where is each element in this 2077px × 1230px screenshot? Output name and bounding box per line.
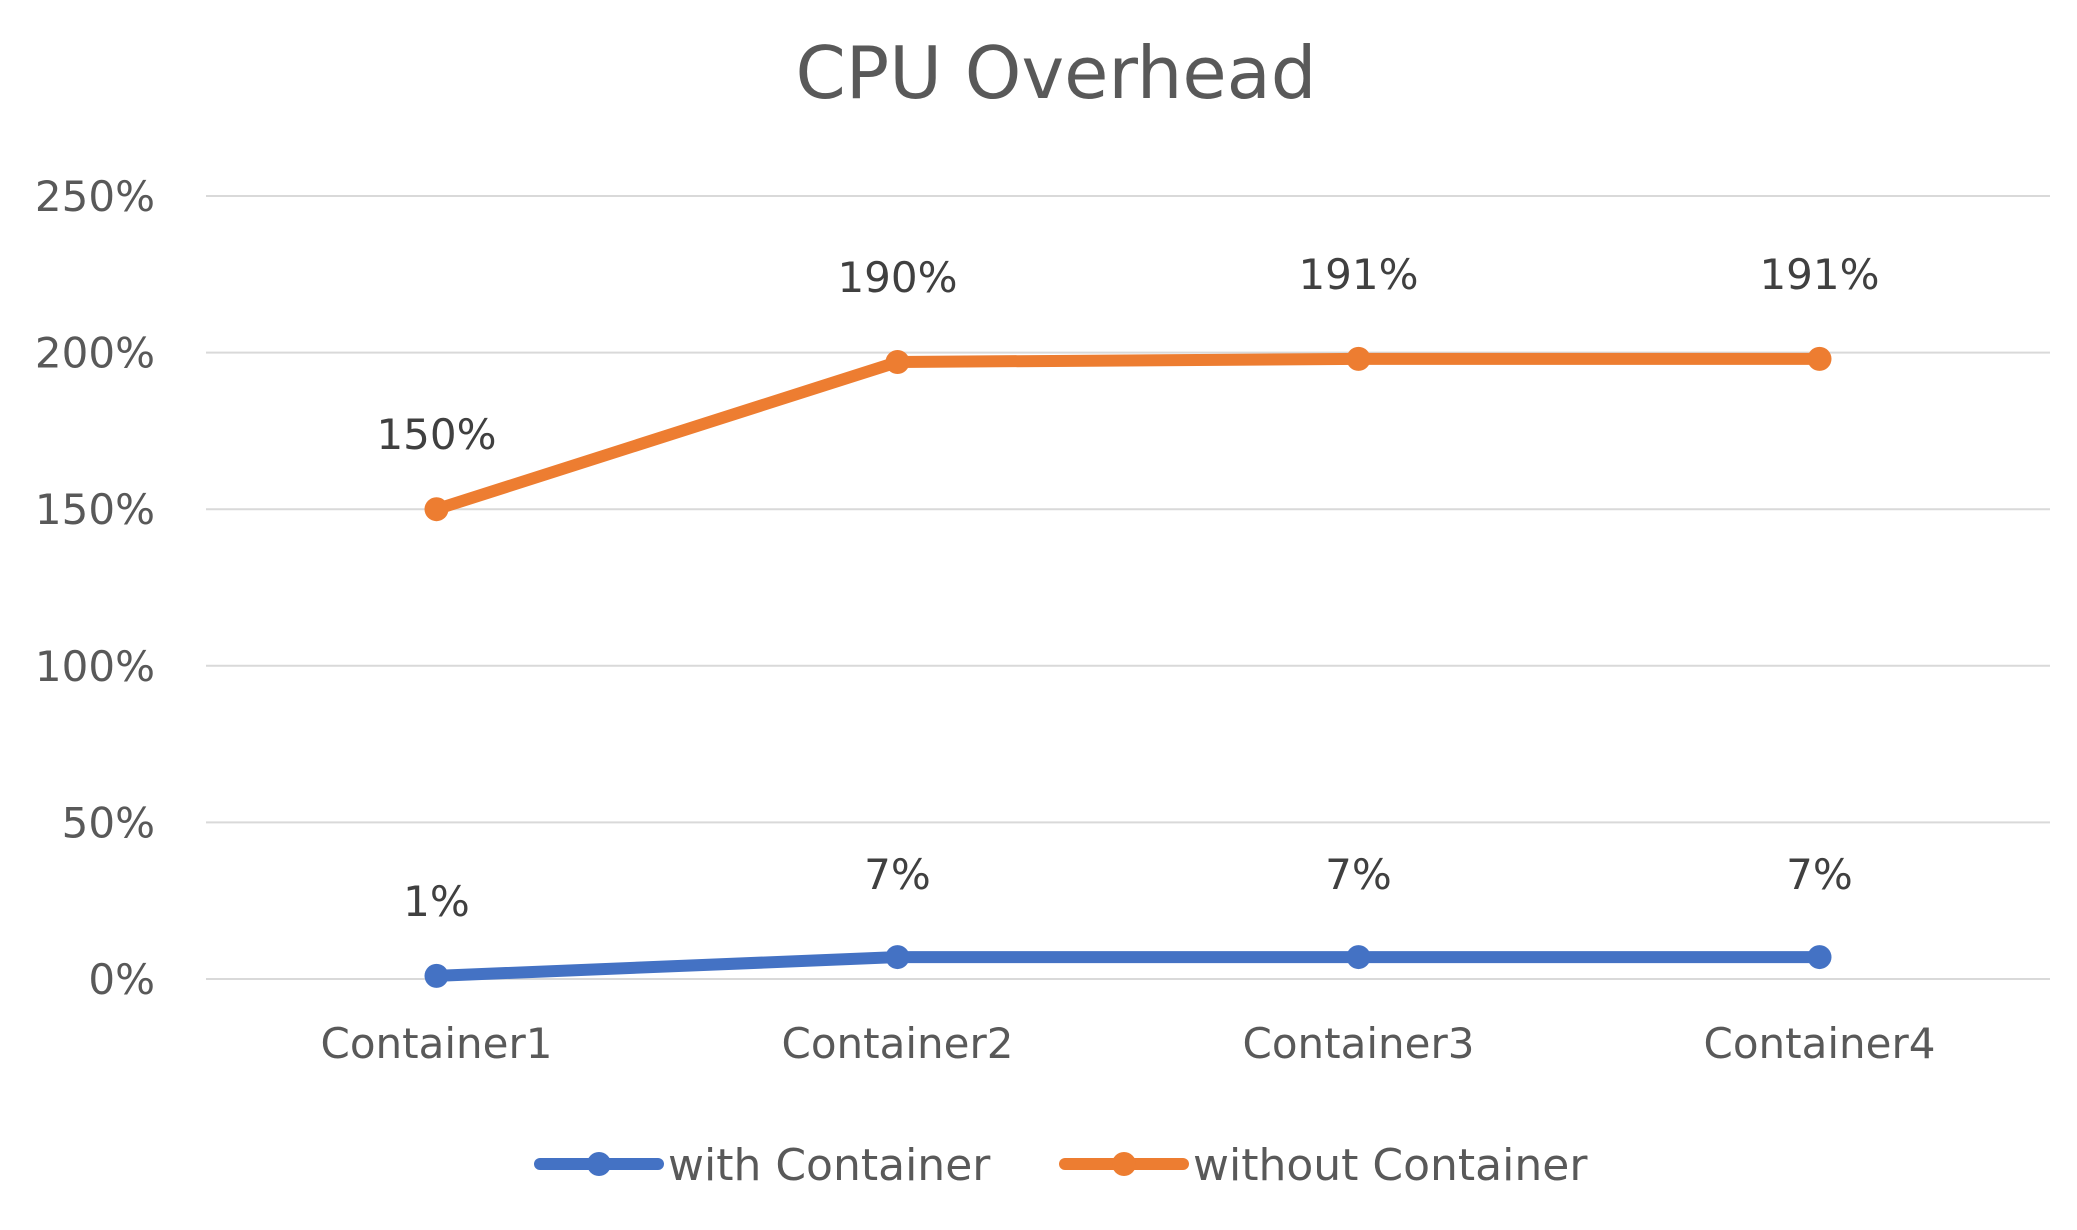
data-label-with-container: 7% — [864, 850, 931, 899]
x-tick-label: Container1 — [321, 1019, 553, 1068]
series-line-with-container — [430, 951, 1826, 982]
legend-swatch-marker-with-container — [587, 1152, 611, 1176]
data-point-with-container — [1346, 945, 1371, 970]
data-label-with-container: 7% — [1325, 850, 1392, 899]
x-tick-label: Container2 — [782, 1019, 1014, 1068]
data-point-without-container — [1807, 346, 1832, 371]
data-labels: 1% 7% 7% 7% 150% 190% 191% 191% — [376, 250, 1879, 926]
gridlines — [206, 195, 2050, 980]
y-tick-label: 200% — [35, 329, 155, 378]
y-tick-label: 0% — [88, 955, 155, 1004]
legend-swatch-marker-without-container — [1112, 1152, 1136, 1176]
data-point-without-container — [885, 349, 910, 374]
data-label-without-container: 150% — [376, 410, 496, 459]
y-tick-label: 100% — [35, 642, 155, 691]
y-tick-label: 150% — [35, 485, 155, 534]
data-point-without-container — [1346, 346, 1371, 371]
y-tick-label: 50% — [62, 798, 155, 847]
data-point-with-container — [424, 963, 449, 988]
data-point-without-container — [424, 497, 449, 522]
data-label-without-container: 191% — [1298, 250, 1418, 299]
y-axis-ticks: 0% 50% 100% 150% 200% 250% — [35, 172, 155, 1004]
series-line-without-container — [430, 352, 1826, 516]
x-axis-ticks: Container1 Container2 Container3 Container4 — [321, 1019, 1936, 1068]
legend: with Container without Container — [534, 1140, 1588, 1191]
y-tick-label: 250% — [35, 172, 155, 221]
x-tick-label: Container4 — [1704, 1019, 1936, 1068]
legend-label-with-container: with Container — [668, 1140, 991, 1191]
data-label-without-container: 190% — [837, 253, 957, 302]
data-label-without-container: 191% — [1759, 250, 1879, 299]
x-tick-label: Container3 — [1243, 1019, 1475, 1068]
legend-label-without-container: without Container — [1193, 1140, 1588, 1191]
series-group — [424, 346, 1832, 988]
data-label-with-container: 7% — [1786, 850, 1853, 899]
data-point-with-container — [1807, 945, 1832, 970]
data-label-with-container: 1% — [403, 877, 470, 926]
data-point-with-container — [885, 945, 910, 970]
chart-title: CPU Overhead — [796, 31, 1317, 115]
